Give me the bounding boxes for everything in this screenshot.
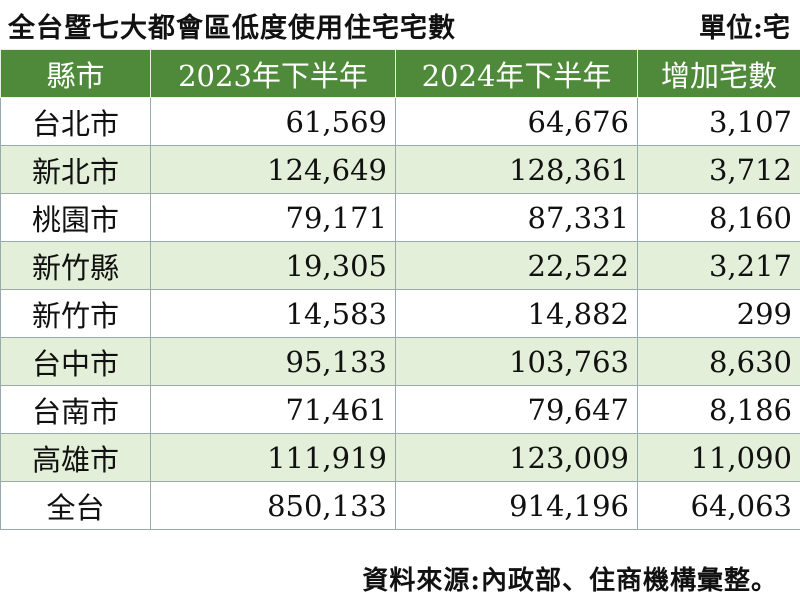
- number-cell: 14,583: [150, 289, 396, 338]
- table-row: 全台 850,133 914,196 64,063: [0, 481, 800, 530]
- number-cell: 8,186: [637, 385, 800, 434]
- table-row: 台南市 71,461 79,647 8,186: [0, 385, 800, 434]
- region-cell: 高雄市: [0, 433, 151, 482]
- source-note: 資料來源:內政部、住商機構彙整。: [362, 566, 778, 596]
- table-row: 桃園市 79,171 87,331 8,160: [0, 193, 800, 242]
- header: 全台暨七大都會區低度使用住宅宅數 單位:宅: [0, 0, 800, 46]
- number-cell: 14,882: [395, 289, 638, 338]
- number-cell: 124,649: [150, 145, 396, 194]
- unit: 單位:宅: [699, 13, 790, 44]
- number-cell: 61,569: [150, 97, 396, 146]
- table-row: 台北市 61,569 64,676 3,107: [0, 97, 800, 146]
- number-cell: 299: [637, 289, 800, 338]
- number-cell: 64,676: [395, 97, 638, 146]
- number-cell: 128,361: [395, 145, 638, 194]
- number-cell: 79,171: [150, 193, 396, 242]
- region-cell: 新竹市: [0, 289, 151, 338]
- number-cell: 111,919: [150, 433, 396, 482]
- region-cell: 台北市: [0, 97, 151, 146]
- table-body: 台北市 61,569 64,676 3,107 新北市 124,649 128,361 3,7…: [0, 97, 800, 530]
- table-row: 新北市 124,649 128,361 3,712: [0, 145, 800, 194]
- number-cell: 914,196: [395, 481, 638, 530]
- number-cell: 71,461: [150, 385, 396, 434]
- column-header: 2024年下半年: [395, 49, 638, 98]
- region-cell: 台中市: [0, 337, 151, 386]
- table-row: 新竹縣 19,305 22,522 3,217: [0, 241, 800, 290]
- column-header: 縣市: [0, 49, 151, 98]
- number-cell: 64,063: [637, 481, 800, 530]
- region-cell: 全台: [0, 481, 151, 530]
- number-cell: 3,712: [637, 145, 800, 194]
- number-cell: 22,522: [395, 241, 638, 290]
- region-cell: 台南市: [0, 385, 151, 434]
- table-row: 台中市 95,133 103,763 8,630: [0, 337, 800, 386]
- number-cell: 3,217: [637, 241, 800, 290]
- table-row: 高雄市 111,919 123,009 11,090: [0, 433, 800, 482]
- number-cell: 103,763: [395, 337, 638, 386]
- region-cell: 桃園市: [0, 193, 151, 242]
- region-cell: 新竹縣: [0, 241, 151, 290]
- number-cell: 850,133: [150, 481, 396, 530]
- number-cell: 87,331: [395, 193, 638, 242]
- number-cell: 95,133: [150, 337, 396, 386]
- number-cell: 123,009: [395, 433, 638, 482]
- number-cell: 11,090: [637, 433, 800, 482]
- number-cell: 79,647: [395, 385, 638, 434]
- column-header: 增加宅數: [637, 49, 800, 98]
- number-cell: 19,305: [150, 241, 396, 290]
- number-cell: 3,107: [637, 97, 800, 146]
- number-cell: 8,630: [637, 337, 800, 386]
- column-header: 2023年下半年: [150, 49, 396, 98]
- number-cell: 8,160: [637, 193, 800, 242]
- table-row: 新竹市 14,583 14,882 299: [0, 289, 800, 338]
- header-row: 縣市 2023年下半年 2024年下半年 增加宅數: [0, 49, 800, 98]
- data-table: 縣市 2023年下半年 2024年下半年 增加宅數 台北市 61,569 64,676 3,…: [0, 49, 800, 530]
- title: 全台暨七大都會區低度使用住宅宅數: [8, 13, 456, 44]
- region-cell: 新北市: [0, 145, 151, 194]
